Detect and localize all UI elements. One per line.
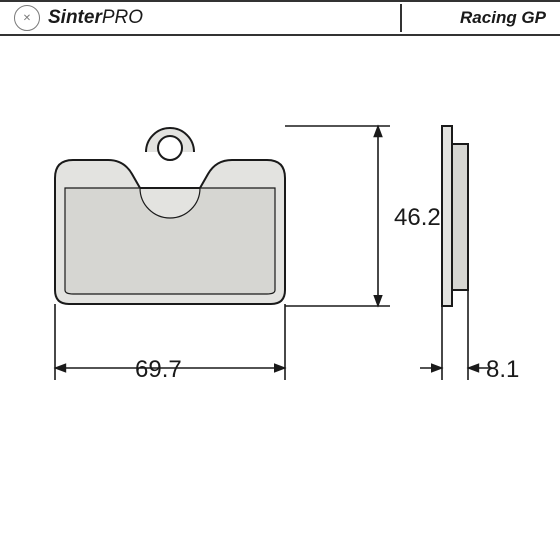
brand-left: ✕ SinterPRO bbox=[14, 5, 143, 31]
dim-thick-label: 8.1 bbox=[486, 356, 519, 384]
dim-height-label: 46.2 bbox=[394, 204, 441, 232]
header-right-label: Racing GP bbox=[460, 8, 546, 28]
diagram-stage: 69.7 46.2 8.1 bbox=[0, 60, 560, 560]
header-bar: ✕ SinterPRO Racing GP bbox=[0, 0, 560, 36]
tech-drawing bbox=[0, 60, 560, 560]
brand-suffix: PRO bbox=[102, 7, 143, 28]
header-divider bbox=[400, 4, 402, 32]
brand-logo-icon: ✕ bbox=[14, 5, 40, 31]
brand-prefix: Sinter bbox=[48, 7, 102, 28]
logo-glyph: ✕ bbox=[23, 13, 31, 24]
dim-width-label: 69.7 bbox=[135, 356, 182, 384]
brand-name: SinterPRO bbox=[48, 7, 143, 29]
